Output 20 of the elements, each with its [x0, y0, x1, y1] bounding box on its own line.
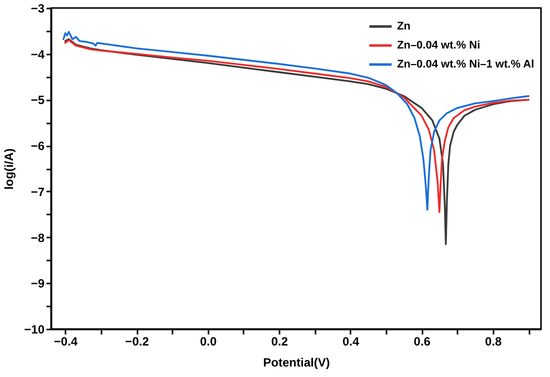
y-tick-label: −7: [30, 184, 45, 199]
legend-label: Zn: [397, 20, 411, 32]
x-tick-label: 0.0: [200, 334, 217, 348]
x-tick-label: 0.4: [342, 334, 360, 348]
y-tick-label: −3: [30, 2, 45, 16]
x-tick-label: −0.4: [54, 334, 78, 348]
y-tick-label: −6: [30, 139, 45, 154]
y-tick-label: −8: [30, 230, 45, 245]
y-tick-label: −4: [30, 47, 45, 62]
x-tick-label: −0.2: [125, 334, 150, 348]
x-axis-title: Potential(V): [263, 356, 330, 370]
x-tick-label: 0.2: [271, 334, 288, 348]
x-tick-label: 0.6: [414, 334, 431, 348]
legend-label: Zn–0.04 wt.% Ni–1 wt.% Al: [397, 58, 534, 70]
y-tick-label: −10: [24, 322, 45, 336]
legend-label: Zn–0.04 wt.% Ni: [397, 40, 480, 52]
x-tick-label: 0.8: [485, 334, 502, 348]
y-tick-label: −9: [30, 276, 45, 291]
y-axis-title: log(i/A): [2, 148, 16, 190]
y-tick-label: −5: [30, 93, 45, 108]
